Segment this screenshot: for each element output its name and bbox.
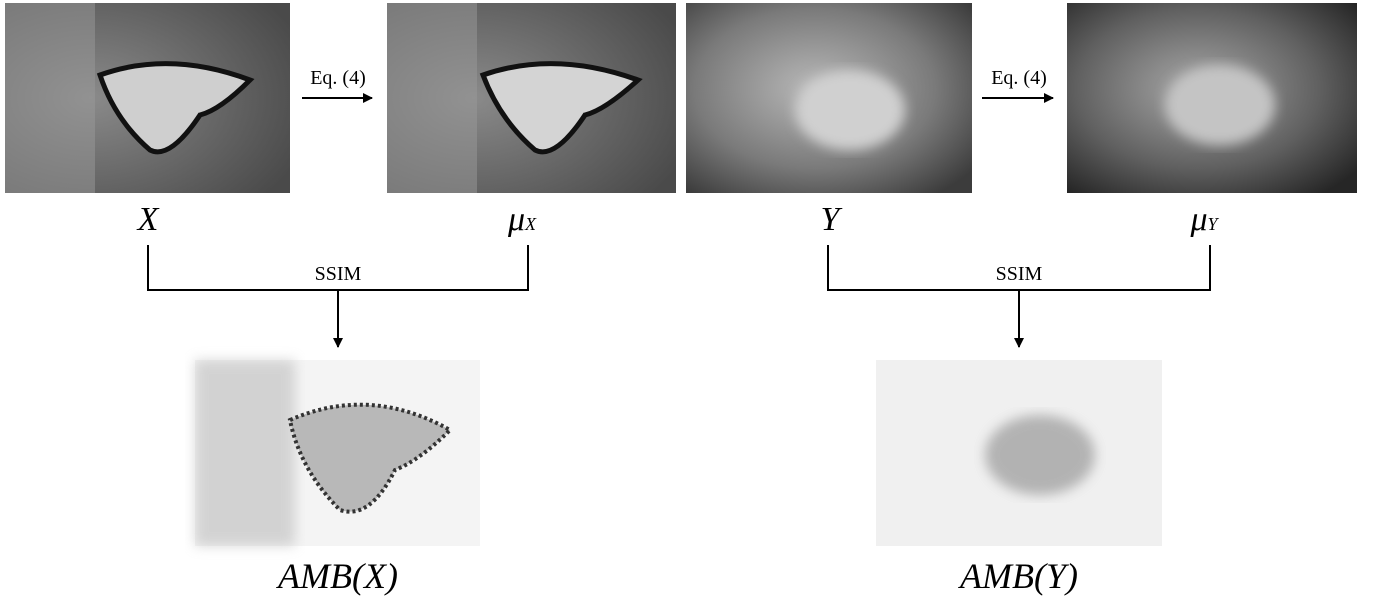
image-mu-y [1067,3,1357,193]
input-label: Y [821,201,843,238]
operation-label: Eq. (4) [310,67,366,89]
comparison-label: SSIM [996,263,1043,285]
output-label: AMB(X) [276,556,398,596]
comparison-label: SSIM [315,263,362,285]
image-y [686,3,972,193]
mean-label: μY [1189,201,1219,238]
output-label: AMB(Y) [958,556,1078,596]
mean-subscript: Y [1208,214,1220,234]
image-x [5,3,290,193]
operation-label: Eq. (4) [991,67,1047,89]
mean-subscript: X [524,214,537,234]
mean-symbol: μ [1189,201,1207,238]
image-mu-x [387,3,676,193]
image-amb-x [195,360,480,546]
image-amb-y [876,360,1162,546]
mean-label: μX [507,201,537,238]
input-label: X [136,201,160,238]
mean-symbol: μ [507,201,525,238]
